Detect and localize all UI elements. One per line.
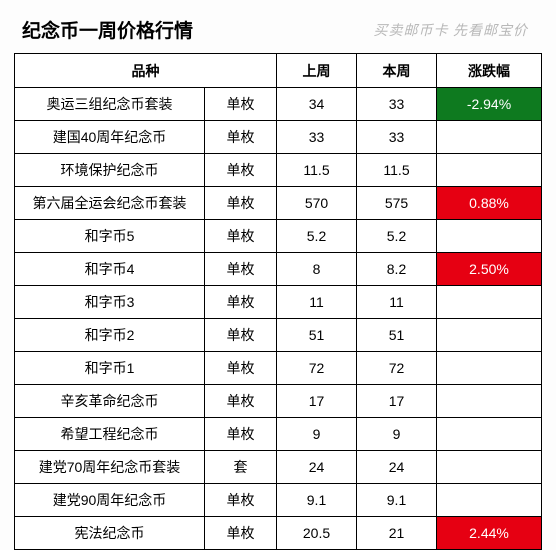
cell-name: 建党90周年纪念币	[15, 484, 205, 517]
cell-unit: 单枚	[205, 517, 277, 550]
cell-change	[437, 484, 542, 517]
table-header-row: 品种 上周 本周 涨跌幅	[15, 54, 542, 88]
cell-unit: 套	[205, 451, 277, 484]
col-change: 涨跌幅	[437, 54, 542, 88]
cell-last: 11.5	[277, 154, 357, 187]
cell-this: 21	[357, 517, 437, 550]
cell-this: 33	[357, 121, 437, 154]
cell-change	[437, 418, 542, 451]
page-title: 纪念币一周价格行情	[22, 16, 193, 43]
table-row: 建党70周年纪念币套装套2424	[15, 451, 542, 484]
table-row: 环境保护纪念币单枚11.511.5	[15, 154, 542, 187]
cell-name: 和字币4	[15, 253, 205, 286]
cell-change	[437, 286, 542, 319]
cell-name: 奥运三组纪念币套装	[15, 88, 205, 121]
price-table: 品种 上周 本周 涨跌幅 奥运三组纪念币套装单枚3433-2.94%建国40周年…	[14, 53, 542, 550]
cell-change	[437, 121, 542, 154]
cell-unit: 单枚	[205, 154, 277, 187]
table-row: 希望工程纪念币单枚99	[15, 418, 542, 451]
cell-change	[437, 451, 542, 484]
cell-last: 9.1	[277, 484, 357, 517]
cell-this: 575	[357, 187, 437, 220]
cell-name: 和字币3	[15, 286, 205, 319]
cell-last: 72	[277, 352, 357, 385]
cell-this: 11	[357, 286, 437, 319]
cell-last: 51	[277, 319, 357, 352]
tagline: 买卖邮币卡 先看邮宝价	[374, 20, 535, 40]
cell-unit: 单枚	[205, 121, 277, 154]
table-row: 建党90周年纪念币单枚9.19.1	[15, 484, 542, 517]
cell-name: 希望工程纪念币	[15, 418, 205, 451]
table-row: 和字币1单枚7272	[15, 352, 542, 385]
cell-unit: 单枚	[205, 484, 277, 517]
cell-last: 33	[277, 121, 357, 154]
cell-unit: 单枚	[205, 187, 277, 220]
cell-change	[437, 154, 542, 187]
cell-name: 建党70周年纪念币套装	[15, 451, 205, 484]
cell-this: 9.1	[357, 484, 437, 517]
cell-this: 9	[357, 418, 437, 451]
cell-last: 8	[277, 253, 357, 286]
cell-this: 8.2	[357, 253, 437, 286]
table-row: 和字币2单枚5151	[15, 319, 542, 352]
cell-change	[437, 352, 542, 385]
cell-this: 51	[357, 319, 437, 352]
table-row: 建国40周年纪念币单枚3333	[15, 121, 542, 154]
cell-this: 72	[357, 352, 437, 385]
table-row: 辛亥革命纪念币单枚1717	[15, 385, 542, 418]
cell-change: -2.94%	[437, 88, 542, 121]
cell-last: 11	[277, 286, 357, 319]
cell-unit: 单枚	[205, 253, 277, 286]
table-row: 宪法纪念币单枚20.5212.44%	[15, 517, 542, 550]
cell-name: 和字币5	[15, 220, 205, 253]
col-last: 上周	[277, 54, 357, 88]
header: 纪念币一周价格行情 买卖邮币卡 先看邮宝价	[14, 12, 542, 53]
cell-this: 17	[357, 385, 437, 418]
col-name: 品种	[15, 54, 277, 88]
cell-last: 24	[277, 451, 357, 484]
cell-unit: 单枚	[205, 319, 277, 352]
table-row: 第六届全运会纪念币套装单枚5705750.88%	[15, 187, 542, 220]
cell-name: 第六届全运会纪念币套装	[15, 187, 205, 220]
cell-change: 2.50%	[437, 253, 542, 286]
cell-last: 20.5	[277, 517, 357, 550]
cell-change	[437, 385, 542, 418]
cell-this: 5.2	[357, 220, 437, 253]
cell-unit: 单枚	[205, 220, 277, 253]
cell-unit: 单枚	[205, 88, 277, 121]
col-this: 本周	[357, 54, 437, 88]
cell-last: 5.2	[277, 220, 357, 253]
cell-last: 34	[277, 88, 357, 121]
cell-change	[437, 220, 542, 253]
cell-name: 环境保护纪念币	[15, 154, 205, 187]
cell-last: 17	[277, 385, 357, 418]
cell-change: 0.88%	[437, 187, 542, 220]
table-row: 和字币5单枚5.25.2	[15, 220, 542, 253]
cell-this: 11.5	[357, 154, 437, 187]
table-row: 和字币4单枚88.22.50%	[15, 253, 542, 286]
cell-name: 宪法纪念币	[15, 517, 205, 550]
cell-this: 24	[357, 451, 437, 484]
cell-name: 辛亥革命纪念币	[15, 385, 205, 418]
cell-unit: 单枚	[205, 286, 277, 319]
cell-unit: 单枚	[205, 385, 277, 418]
cell-name: 和字币1	[15, 352, 205, 385]
cell-this: 33	[357, 88, 437, 121]
table-body: 奥运三组纪念币套装单枚3433-2.94%建国40周年纪念币单枚3333环境保护…	[15, 88, 542, 550]
cell-unit: 单枚	[205, 352, 277, 385]
cell-last: 9	[277, 418, 357, 451]
cell-last: 570	[277, 187, 357, 220]
table-row: 和字币3单枚1111	[15, 286, 542, 319]
cell-change: 2.44%	[437, 517, 542, 550]
cell-name: 和字币2	[15, 319, 205, 352]
table-row: 奥运三组纪念币套装单枚3433-2.94%	[15, 88, 542, 121]
cell-name: 建国40周年纪念币	[15, 121, 205, 154]
cell-unit: 单枚	[205, 418, 277, 451]
cell-change	[437, 319, 542, 352]
